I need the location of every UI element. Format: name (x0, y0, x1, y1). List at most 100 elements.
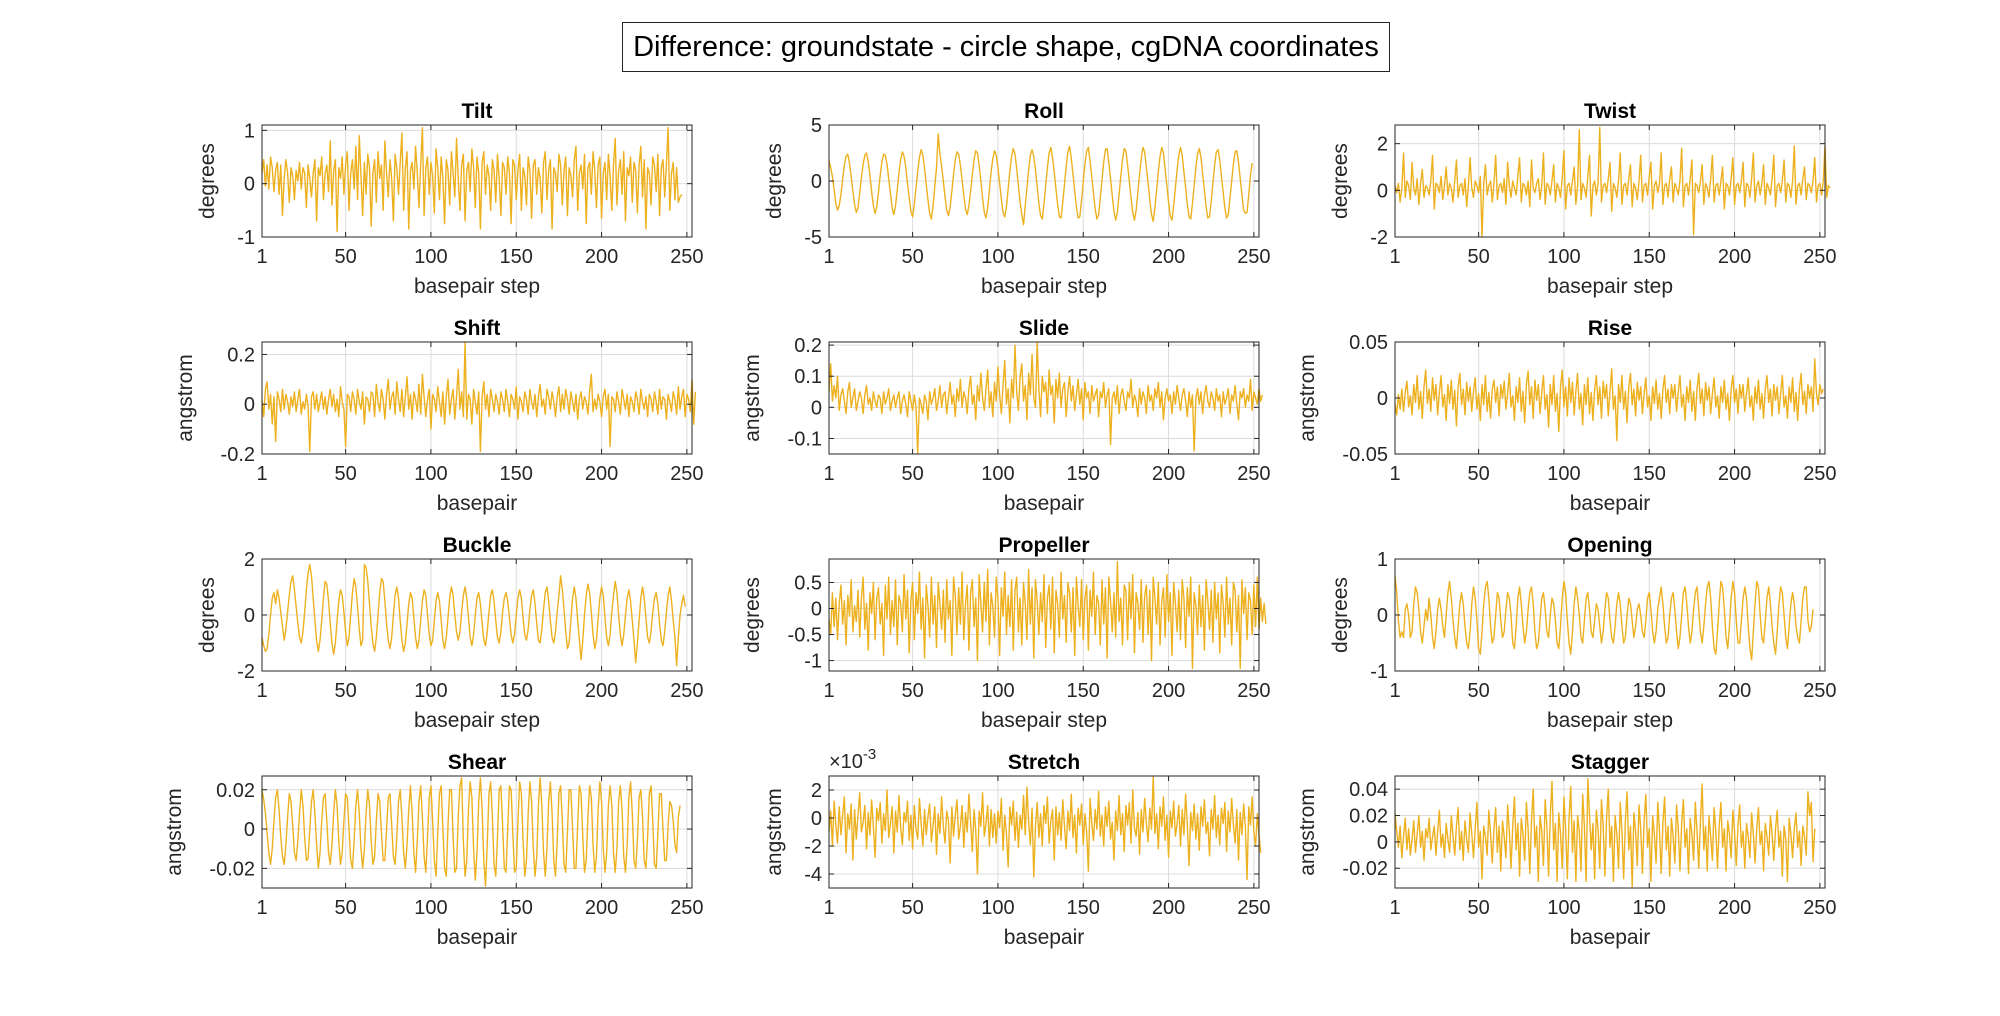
subplot-slide: 1 50 100 150 200 250-0.100.10.2Slidebasepaira… (741, 317, 1271, 515)
subplot-title: Shear (448, 751, 506, 774)
subplot-title: Twist (1584, 100, 1636, 123)
axes-box (261, 341, 693, 455)
y-tick-label: 0 (811, 171, 822, 193)
subplot-shear: 1 50 100 150 200 250-0.0200.02Shearbasepairan… (163, 751, 704, 949)
x-axis-label: basepair (1570, 926, 1651, 949)
subplot-rise: 1 50 100 150 200 250-0.0500.05Risebasepairang… (1296, 317, 1837, 515)
series-line (261, 777, 681, 887)
x-tick-label: 150 (500, 246, 533, 268)
series-line (1394, 575, 1814, 661)
x-tick-label: 1 (823, 897, 834, 919)
axes-box (1394, 775, 1826, 889)
x-tick-label: 100 (981, 463, 1014, 485)
x-tick-label: 1 (823, 680, 834, 702)
y-tick-label: 0.2 (794, 335, 822, 357)
x-tick-label: 50 (334, 463, 356, 485)
x-tick-label: 200 (585, 680, 618, 702)
x-tick-label: 250 (1803, 897, 1836, 919)
y-tick-label: -0.2 (221, 444, 255, 466)
x-tick-label: 50 (334, 897, 356, 919)
series-line (828, 560, 1267, 670)
axes-box (828, 775, 1260, 889)
y-tick-label: -2 (237, 661, 255, 683)
y-axis-label: degrees (763, 143, 786, 219)
subplot-title: Shift (454, 317, 501, 340)
y-axis-label: angstrom (1296, 788, 1319, 876)
subplot-title: Buckle (443, 534, 512, 557)
y-tick-label: 0.02 (216, 780, 255, 802)
series-line (828, 775, 1262, 881)
x-tick-label: 100 (414, 463, 447, 485)
subplot-title: Slide (1019, 317, 1069, 340)
figure-title: Difference: groundstate - circle shape, … (633, 30, 1379, 63)
y-tick-label: 1 (1377, 549, 1388, 571)
series-line (1394, 358, 1824, 442)
y-tick-label: -0.1 (788, 428, 822, 450)
x-tick-label: 250 (1237, 680, 1270, 702)
x-tick-label: 100 (981, 680, 1014, 702)
y-tick-label: 0 (811, 598, 822, 620)
x-axis-label: basepair (1004, 926, 1085, 949)
x-axis-label: basepair step (1547, 275, 1673, 298)
x-tick-label: 200 (1718, 680, 1751, 702)
figure-title-box: Difference: groundstate - circle shape, … (622, 22, 1390, 72)
x-tick-label: 150 (500, 897, 533, 919)
y-tick-label: 0 (244, 605, 255, 627)
x-tick-label: 200 (1152, 246, 1185, 268)
y-tick-label: 2 (244, 549, 255, 571)
subplot-title: Rise (1588, 317, 1632, 340)
x-tick-label: 200 (585, 897, 618, 919)
x-tick-label: 150 (1633, 463, 1666, 485)
subplot-propeller: 1 50 100 150 200 250-1-0.500.5Propellerbasepa… (741, 534, 1271, 732)
x-tick-label: 50 (334, 680, 356, 702)
axes-box (261, 775, 693, 889)
x-tick-label: 200 (585, 463, 618, 485)
subplot-stretch: 1 50 100 150 200 250-4-202Stretchbasepairangs… (763, 746, 1271, 949)
y-axis-label: degrees (196, 143, 219, 219)
x-tick-label: 150 (1633, 680, 1666, 702)
x-tick-label: 50 (901, 680, 923, 702)
x-tick-label: 250 (670, 680, 703, 702)
axes-background (829, 342, 1259, 454)
x-tick-label: 50 (901, 897, 923, 919)
axes-box (261, 124, 693, 238)
x-tick-label: 250 (670, 463, 703, 485)
series-line (1394, 777, 1816, 888)
x-tick-label: 250 (1803, 680, 1836, 702)
y-tick-label: -0.05 (1342, 444, 1388, 466)
x-tick-label: 1 (823, 246, 834, 268)
y-tick-label: 0 (1377, 388, 1388, 410)
axes-background (262, 125, 692, 237)
x-tick-label: 150 (500, 463, 533, 485)
x-tick-label: 150 (1067, 246, 1100, 268)
x-tick-label: 200 (585, 246, 618, 268)
axes-box (1394, 124, 1826, 238)
x-tick-label: 1 (1389, 246, 1400, 268)
x-tick-label: 200 (1718, 897, 1751, 919)
y-tick-label: 0.04 (1349, 779, 1388, 801)
series-line (261, 126, 683, 233)
y-axis-label: angstrom (763, 788, 786, 876)
x-tick-label: 250 (1803, 463, 1836, 485)
y-tick-label: -0.02 (1342, 858, 1388, 880)
y-tick-label: 0.1 (794, 366, 822, 388)
subplot-stagger: 1 50 100 150 200 250-0.0200.020.04Staggerbase… (1296, 751, 1837, 949)
y-axis-label: angstrom (174, 354, 197, 442)
y-tick-label: 0.5 (794, 572, 822, 594)
y-tick-label: 0.05 (1349, 332, 1388, 354)
y-axis-label: degrees (196, 577, 219, 653)
x-tick-label: 150 (1067, 463, 1100, 485)
y-tick-label: -1 (237, 227, 255, 249)
series-line (261, 563, 686, 667)
x-tick-label: 200 (1718, 246, 1751, 268)
x-tick-label: 100 (981, 897, 1014, 919)
y-tick-label: 0 (1377, 832, 1388, 854)
series-line (828, 341, 1264, 455)
y-tick-label: 0.02 (1349, 806, 1388, 828)
y-axis-label: angstrom (163, 788, 186, 876)
subplot-title: Tilt (461, 100, 492, 123)
y-tick-label: -0.5 (788, 625, 822, 647)
y-tick-label: -2 (804, 836, 822, 858)
